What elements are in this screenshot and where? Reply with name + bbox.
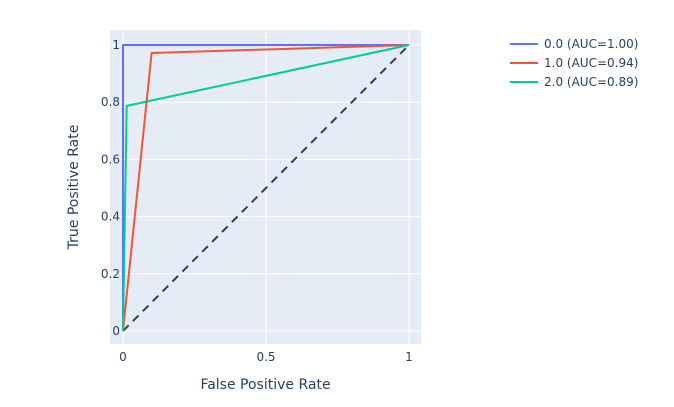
y-tick-label-5: 1 (112, 38, 120, 52)
y-tick-label-0: 0 (112, 324, 120, 338)
series-line-2[interactable] (122, 44, 410, 332)
legend: 0.0 (AUC=1.00) 1.0 (AUC=0.94) 2.0 (AUC=0.8… (510, 37, 638, 89)
legend-item-2[interactable]: 2.0 (AUC=0.89) (510, 75, 638, 89)
x-tick-label-1: 0.5 (256, 350, 275, 364)
legend-label-1: 1.0 (AUC=0.94) (544, 56, 638, 70)
legend-label-2: 2.0 (AUC=0.89) (544, 75, 638, 89)
y-tick-label-4: 0.8 (101, 95, 120, 109)
x-axis-title: False Positive Rate (200, 377, 330, 393)
x-tick-label-0: 0 (119, 350, 127, 364)
reference-diagonal-line (122, 44, 410, 332)
y-tick-label-2: 0.4 (101, 210, 120, 224)
y-tick-label-3: 0.6 (101, 152, 120, 166)
legend-item-0[interactable]: 0.0 (AUC=1.00) (510, 37, 638, 51)
series-line-1[interactable] (122, 44, 410, 332)
series-line-0[interactable] (122, 44, 409, 331)
x-tick-label-2: 1 (405, 350, 413, 364)
legend-label-0: 0.0 (AUC=1.00) (544, 37, 638, 51)
legend-item-1[interactable]: 1.0 (AUC=0.94) (510, 56, 638, 70)
y-axis-title: True Positive Rate (66, 125, 82, 251)
y-tick-label-1: 0.2 (101, 267, 120, 281)
